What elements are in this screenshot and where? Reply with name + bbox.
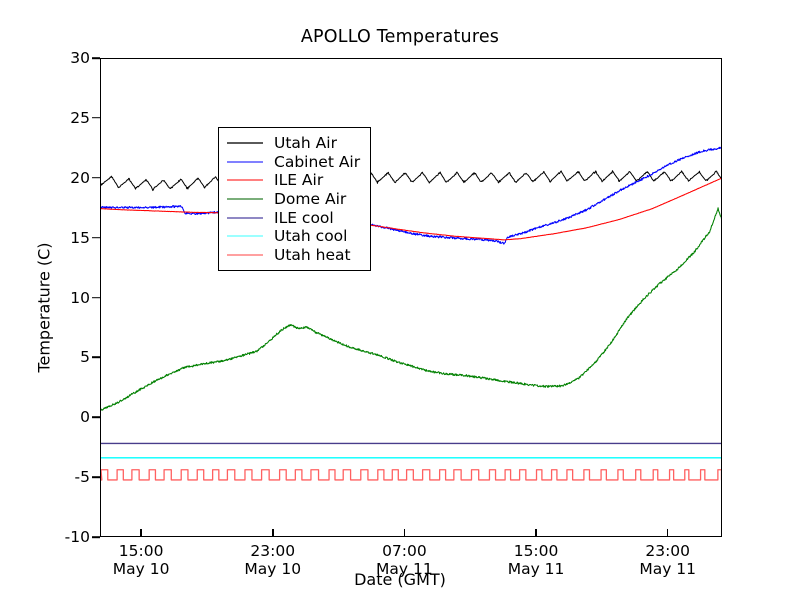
y-tick-mark xyxy=(92,57,100,59)
legend-label: Utah heat xyxy=(274,245,351,264)
series-line xyxy=(101,207,721,411)
x-tick-date: May 11 xyxy=(639,560,697,579)
x-tick-date: May 11 xyxy=(376,560,433,579)
legend-color-swatch xyxy=(227,253,263,256)
x-tick-label: 23:00 May 11 xyxy=(639,542,696,579)
y-tick-mark xyxy=(92,176,100,179)
legend-item: Cabinet Air xyxy=(227,153,360,172)
x-tick-time: 15:00 xyxy=(118,542,164,560)
plot-canvas xyxy=(101,146,721,481)
y-tick-label: -10 xyxy=(64,528,90,546)
legend-label: Dome Air xyxy=(274,190,347,209)
y-tick-label: 25 xyxy=(70,108,90,127)
series-line xyxy=(101,177,721,241)
y-tick-mark xyxy=(92,117,100,119)
legend-item: Utah heat xyxy=(227,246,360,265)
y-tick-mark xyxy=(92,536,100,538)
legend-color-swatch xyxy=(227,235,263,238)
y-tick-mark xyxy=(92,356,100,359)
x-tick-time: 07:00 xyxy=(382,542,427,560)
y-axis: Temperature (C) 30 25 20 15 10 5 0 -5 -10 xyxy=(0,0,100,600)
y-tick-label: 30 xyxy=(70,49,90,67)
legend-item: Utah Air xyxy=(227,134,360,153)
series-line xyxy=(101,170,721,192)
y-tick-mark xyxy=(92,236,100,239)
x-tick-label: 15:00 May 10 xyxy=(113,542,170,579)
y-tick-label: 0 xyxy=(80,408,90,427)
y-tick-label: -5 xyxy=(74,468,90,487)
y-tick-label: 5 xyxy=(80,348,90,367)
x-tick-time: 23:00 xyxy=(645,542,691,560)
y-tick-mark xyxy=(92,476,100,478)
x-tick-time: 23:00 xyxy=(250,542,296,560)
x-tick-mark xyxy=(666,529,669,537)
x-tick-date: May 10 xyxy=(112,560,170,579)
legend-color-swatch xyxy=(227,216,263,219)
legend-color-swatch xyxy=(227,160,263,163)
y-tick-label: 20 xyxy=(70,168,90,187)
legend-color-swatch xyxy=(227,142,263,145)
legend-label: Cabinet Air xyxy=(274,152,361,171)
legend-item: ILE Air xyxy=(227,171,360,190)
x-tick-label: 23:00 May 10 xyxy=(244,542,301,579)
series-line xyxy=(101,469,721,481)
x-tick-mark xyxy=(403,529,406,537)
y-tick-mark xyxy=(92,416,100,419)
legend-item: Dome Air xyxy=(227,190,360,209)
x-tick-mark xyxy=(140,529,142,537)
x-axis-label: Date (GMT) xyxy=(354,570,446,589)
legend-label: ILE cool xyxy=(274,208,334,227)
x-tick-mark xyxy=(271,529,274,537)
series-line xyxy=(101,146,721,245)
legend-label: Utah cool xyxy=(274,227,348,246)
x-tick-date: May 11 xyxy=(507,560,565,579)
legend-item: Utah cool xyxy=(227,227,360,246)
legend-color-swatch xyxy=(227,198,263,201)
plot-area: Utah Air Cabinet Air ILE Air Dome Air ILE co… xyxy=(100,58,722,537)
legend-label: Utah Air xyxy=(274,134,337,153)
x-tick-time: 15:00 xyxy=(513,542,559,560)
x-tick-date: May 10 xyxy=(244,560,302,579)
x-tick-mark xyxy=(535,529,537,537)
y-tick-label: 10 xyxy=(70,288,90,307)
y-tick-mark xyxy=(92,296,100,299)
x-axis: 15:00 May 10 23:00 May 10 07:00 May 11 15:00 Ma… xyxy=(0,529,800,600)
legend-label: ILE Air xyxy=(274,171,324,190)
y-tick-label: 15 xyxy=(70,228,90,247)
x-tick-label: 07:00 May 11 xyxy=(376,542,433,579)
x-tick-label: 15:00 May 11 xyxy=(508,542,565,579)
chart-legend: Utah Air Cabinet Air ILE Air Dome Air ILE co… xyxy=(218,127,372,272)
chart-title: APOLLO Temperatures xyxy=(300,27,500,47)
legend-color-swatch xyxy=(227,179,263,182)
legend-item: ILE cool xyxy=(227,208,360,227)
y-axis-label: Temperature (C) xyxy=(34,242,54,373)
